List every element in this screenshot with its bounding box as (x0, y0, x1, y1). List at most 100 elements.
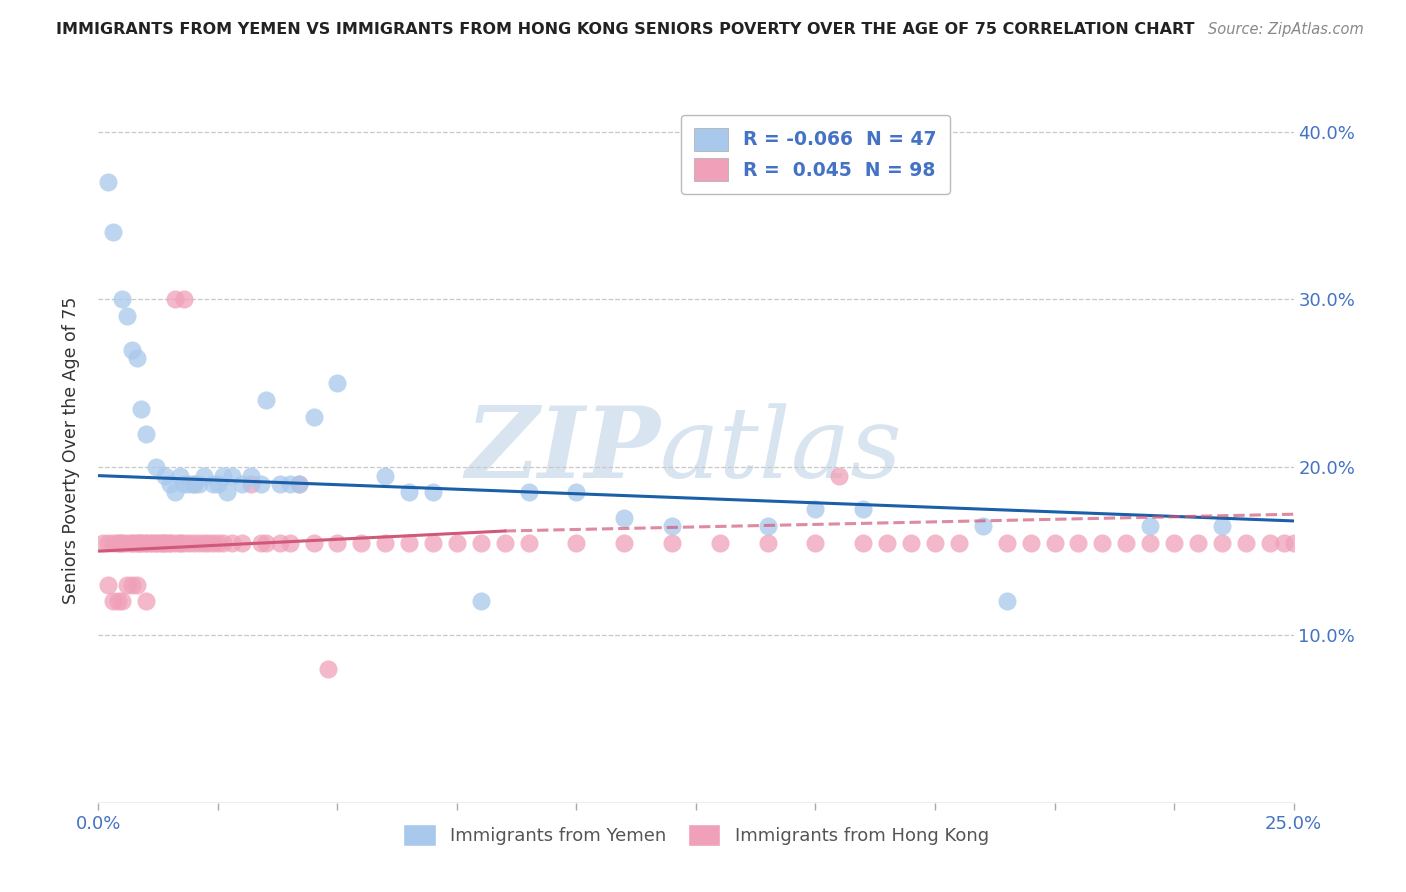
Point (422, 535, 444, 549)
Point (97, 577, 120, 591)
Point (876, 535, 898, 549)
Point (159, 535, 181, 549)
Point (183, 477, 205, 491)
Point (250, 477, 273, 491)
Point (828, 468, 851, 483)
Point (254, 393, 277, 408)
Point (288, 477, 311, 491)
Point (756, 519, 779, 533)
Point (1272, 535, 1295, 549)
Point (115, 535, 138, 549)
Point (169, 535, 191, 549)
Point (163, 535, 186, 549)
Point (231, 535, 253, 549)
Point (101, 535, 124, 549)
Point (135, 535, 157, 549)
Point (1234, 535, 1257, 549)
Point (995, 535, 1018, 549)
Point (709, 535, 731, 549)
Text: ZIP: ZIP (465, 402, 661, 499)
Point (145, 535, 167, 549)
Point (221, 468, 243, 483)
Point (1378, 535, 1400, 549)
Point (145, 535, 167, 549)
Text: atlas: atlas (661, 403, 903, 498)
Point (374, 468, 396, 483)
Point (131, 535, 153, 549)
Text: IMMIGRANTS FROM YEMEN VS IMMIGRANTS FROM HONG KONG SENIORS POVERTY OVER THE AGE : IMMIGRANTS FROM YEMEN VS IMMIGRANTS FROM… (56, 22, 1195, 37)
Point (278, 477, 301, 491)
Point (278, 535, 301, 549)
Point (139, 535, 162, 549)
Point (398, 535, 420, 549)
Point (1139, 535, 1161, 549)
Point (250, 535, 273, 549)
Point (326, 376, 349, 391)
Point (316, 662, 339, 676)
Point (1139, 519, 1161, 533)
Point (163, 485, 186, 500)
Point (221, 535, 243, 549)
Point (240, 468, 263, 483)
Point (193, 468, 215, 483)
Point (517, 485, 540, 500)
Point (1163, 535, 1185, 549)
Point (107, 535, 129, 549)
Point (179, 477, 201, 491)
Point (326, 535, 349, 549)
Point (398, 485, 420, 500)
Point (115, 310, 138, 324)
Point (661, 535, 683, 549)
Point (1091, 535, 1114, 549)
Point (159, 477, 181, 491)
Point (121, 343, 143, 357)
Point (121, 577, 143, 591)
Point (91, 535, 114, 549)
Point (149, 535, 172, 549)
Point (121, 535, 143, 549)
Point (613, 510, 636, 524)
Point (470, 535, 492, 549)
Legend: Immigrants from Yemen, Immigrants from Hong Kong: Immigrants from Yemen, Immigrants from H… (395, 817, 997, 854)
Point (125, 535, 148, 549)
Point (145, 460, 167, 475)
Y-axis label: Seniors Poverty Over the Age of 75: Seniors Poverty Over the Age of 75 (62, 297, 80, 604)
Point (613, 535, 636, 549)
Point (1330, 535, 1353, 549)
Point (1258, 535, 1281, 549)
Point (155, 468, 177, 483)
Point (135, 426, 157, 441)
Point (169, 468, 191, 483)
Point (804, 535, 827, 549)
Point (115, 577, 138, 591)
Point (111, 594, 134, 608)
Point (1354, 535, 1376, 549)
Point (135, 535, 157, 549)
Point (1187, 535, 1209, 549)
Point (302, 535, 325, 549)
Point (1043, 535, 1066, 549)
Point (269, 477, 291, 491)
Point (125, 351, 148, 366)
Point (900, 535, 922, 549)
Point (139, 535, 162, 549)
Point (187, 477, 209, 491)
Point (197, 535, 219, 549)
Point (159, 535, 181, 549)
Point (173, 293, 195, 307)
Point (1211, 535, 1233, 549)
Point (155, 535, 177, 549)
Point (125, 535, 148, 549)
Point (756, 535, 779, 549)
Point (446, 535, 468, 549)
Point (217, 485, 239, 500)
Point (995, 594, 1018, 608)
Point (163, 293, 186, 307)
Point (111, 535, 134, 549)
Point (211, 535, 233, 549)
Point (169, 535, 191, 549)
Point (125, 577, 148, 591)
Point (111, 535, 134, 549)
Point (155, 535, 177, 549)
Point (97, 535, 120, 549)
